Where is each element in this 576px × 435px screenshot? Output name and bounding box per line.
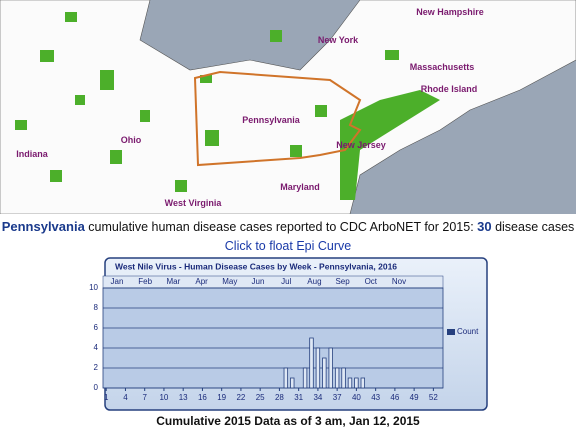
bar — [302, 367, 308, 389]
legend-label: Count — [457, 327, 479, 336]
map-label: Pennsylvania — [242, 115, 301, 125]
plot-area — [102, 287, 444, 389]
month-label: Aug — [307, 277, 321, 286]
summary-text: cumulative human disease cases reported … — [84, 220, 478, 234]
x-tick-label: 1 — [104, 393, 109, 402]
map-label: Ohio — [121, 135, 142, 145]
y-tick-label: 6 — [94, 323, 99, 332]
summary-unit: disease cases — [491, 220, 575, 234]
bar — [322, 357, 327, 389]
bar — [341, 367, 346, 389]
summary: Pennsylvania cumulative human disease ca… — [0, 219, 576, 234]
map-label: Massachusetts — [410, 62, 475, 72]
month-label: Mar — [167, 277, 181, 286]
month-label: Jan — [111, 277, 124, 286]
map-label: Rhode Island — [421, 84, 478, 94]
x-tick-label: 22 — [236, 393, 245, 402]
map: New Hampshire New York Massachusetts Rhode … — [0, 0, 576, 214]
bar — [283, 367, 289, 389]
map-label: New Hampshire — [416, 7, 484, 17]
x-tick-label: 49 — [410, 393, 419, 402]
x-tick-label: 25 — [256, 393, 265, 402]
month-label: Apr — [195, 277, 208, 286]
x-tick-label: 19 — [217, 393, 226, 402]
x-tick-label: 46 — [390, 393, 399, 402]
pennsylvania-outline — [193, 70, 362, 167]
x-tick-label: 37 — [333, 393, 342, 402]
month-label: Nov — [392, 277, 406, 286]
month-label: Jul — [281, 277, 291, 286]
float-link[interactable]: Click to float Epi Curve — [224, 239, 352, 253]
counties-with-cases — [15, 12, 440, 200]
x-tick-label: 31 — [294, 393, 303, 402]
state-name: Pennsylvania — [1, 219, 85, 234]
month-label: May — [222, 277, 237, 286]
x-tick-label: 13 — [179, 393, 188, 402]
legend-swatch — [447, 329, 455, 335]
bar — [334, 367, 340, 389]
footer: Cumulative 2015 Data as of 3 am, Jan 12,… — [156, 414, 420, 428]
map-label: Maryland — [280, 182, 320, 192]
lake — [215, 0, 330, 45]
bar — [290, 377, 295, 389]
case-count: 30 — [477, 219, 492, 234]
x-tick-label: 43 — [371, 393, 380, 402]
y-tick-label: 8 — [94, 303, 99, 312]
y-tick-label: 4 — [94, 343, 99, 352]
bar — [354, 377, 359, 389]
x-tick-label: 7 — [142, 393, 147, 402]
map-label: New York — [318, 35, 359, 45]
x-tick-label: 10 — [159, 393, 168, 402]
x-tick-label: 16 — [198, 393, 207, 402]
month-label: Jun — [252, 277, 265, 286]
land — [0, 0, 576, 214]
x-tick-label: 40 — [352, 393, 361, 402]
bar — [315, 347, 321, 389]
month-label: Sep — [335, 277, 350, 286]
bar — [328, 347, 333, 389]
map-label: New Jersey — [336, 140, 386, 150]
month-label: Feb — [138, 277, 152, 286]
bar — [309, 337, 314, 389]
y-tick-label: 2 — [94, 363, 99, 372]
bar — [347, 377, 353, 389]
x-tick-label: 52 — [429, 393, 438, 402]
bar — [360, 377, 366, 389]
y-tick-label: 10 — [89, 283, 98, 292]
y-tick-label: 0 — [94, 383, 99, 392]
x-tick-label: 28 — [275, 393, 284, 402]
map-label: Indiana — [16, 149, 48, 159]
x-tick-label: 4 — [123, 393, 128, 402]
map-label: West Virginia — [165, 198, 223, 208]
x-tick-label: 34 — [313, 393, 322, 402]
month-label: Oct — [365, 277, 378, 286]
chart-title: West Nile Virus - Human Disease Cases by… — [115, 261, 397, 271]
